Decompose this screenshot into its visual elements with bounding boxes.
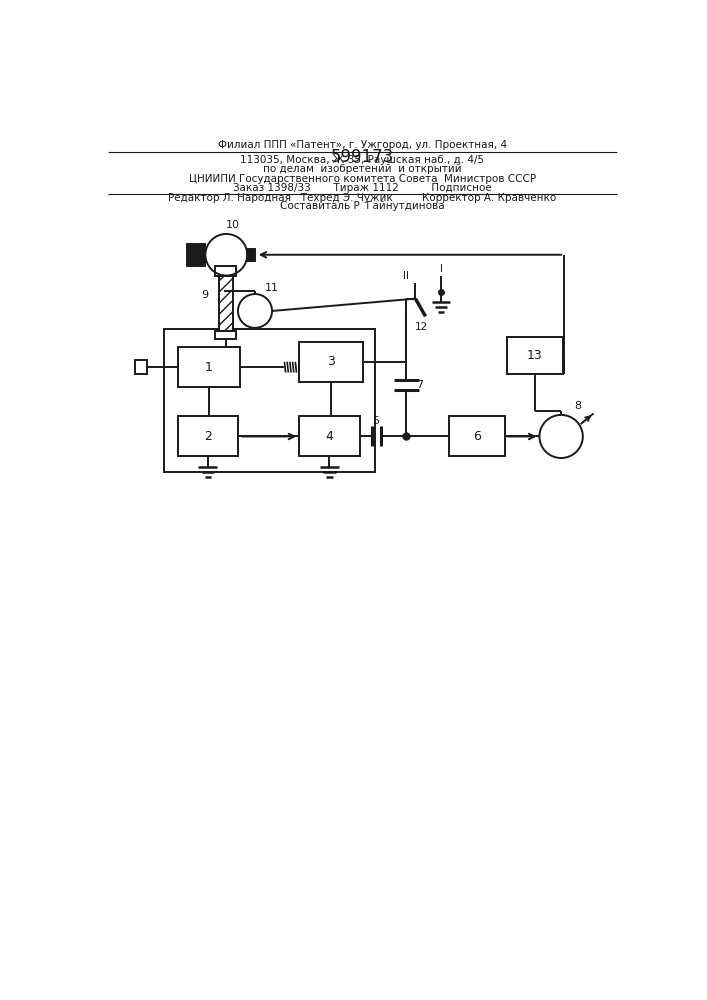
Text: 9: 9 (201, 290, 208, 300)
Bar (164, 329, 375, 472)
Text: 3: 3 (327, 355, 335, 368)
Circle shape (238, 294, 272, 328)
Text: Заказ 1398/33       Тираж 1112          Подписное: Заказ 1398/33 Тираж 1112 Подписное (233, 183, 491, 193)
Bar (216, 331, 235, 339)
Bar (135, 360, 146, 374)
Bar (299, 342, 363, 382)
Bar (247, 249, 255, 261)
Text: 7: 7 (416, 380, 423, 390)
Text: 599173: 599173 (330, 148, 394, 166)
Circle shape (539, 415, 583, 458)
Text: I: I (440, 264, 443, 274)
Text: 5: 5 (373, 416, 380, 426)
Text: 113035, Москва, Ж-35, Раушская наб., д. 4/5: 113035, Москва, Ж-35, Раушская наб., д. … (240, 155, 484, 165)
Circle shape (206, 234, 247, 276)
Text: по делам  изобретений  и открытий: по делам изобретений и открытий (263, 164, 462, 174)
Text: 13: 13 (527, 349, 543, 362)
Text: 2: 2 (204, 430, 211, 443)
Bar (216, 266, 235, 276)
Bar (218, 276, 233, 331)
Text: 8: 8 (575, 401, 582, 411)
Text: ЦНИИПИ Государственного комитета Совета  Министров СССР: ЦНИИПИ Государственного комитета Совета … (189, 174, 536, 184)
Text: 10: 10 (226, 220, 240, 230)
Bar (177, 347, 240, 387)
Bar (449, 416, 505, 456)
Text: II: II (403, 271, 409, 281)
Bar (187, 244, 206, 266)
Text: 11: 11 (265, 283, 279, 293)
Bar (299, 416, 360, 456)
Text: Филиал ППП «Патент», г. Ужгород, ул. Проектная, 4: Филиал ППП «Патент», г. Ужгород, ул. Про… (218, 140, 507, 150)
Text: Составиталь Р  Гайнутдинова: Составиталь Р Гайнутдинова (280, 201, 445, 211)
Text: 12: 12 (415, 322, 428, 332)
Bar (177, 416, 238, 456)
Text: 6: 6 (473, 430, 481, 443)
Text: Редактор Л. Народная   Техред Э. Чужик         Корректор А. Кравченко: Редактор Л. Народная Техред Э. Чужик Кор… (168, 193, 556, 203)
Text: 4: 4 (325, 430, 333, 443)
Text: 1: 1 (204, 361, 212, 374)
Bar (507, 337, 563, 374)
